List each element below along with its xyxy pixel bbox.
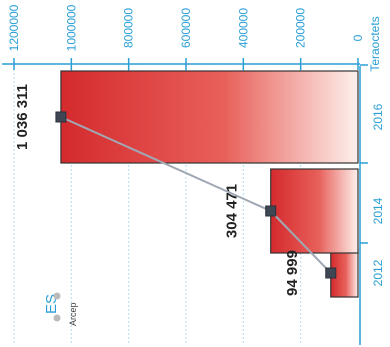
- legend-item-arcep: Arcep: [68, 302, 78, 326]
- bar-2014: [271, 169, 358, 253]
- legend-dot-2: [54, 315, 61, 322]
- category-label-2016: 2016: [371, 103, 385, 130]
- axis-tick-label: 1000000: [64, 4, 78, 51]
- category-label-2014: 2014: [371, 197, 385, 224]
- legend-dot-1: [54, 293, 61, 300]
- unit-label: Teraoctets: [368, 16, 382, 71]
- data-label-2014: 304 471: [224, 184, 241, 238]
- marker-2016: [56, 112, 66, 122]
- axis-tick-label: 400000: [236, 8, 250, 48]
- bar-2016: [61, 71, 358, 163]
- marker-2014: [266, 206, 276, 216]
- marker-2012: [326, 268, 336, 278]
- legend: ES Arcep: [43, 293, 78, 327]
- value-axis: 0 200000 400000 600000 800000 1000000 1200000: [2, 4, 365, 70]
- data-label-2016: 1 036 311: [14, 84, 31, 150]
- category-label-2012: 2012: [371, 259, 385, 286]
- axis-tick-label: 600000: [179, 8, 193, 48]
- axis-tick-label: 200000: [294, 8, 308, 48]
- axis-tick-label: 0: [351, 34, 365, 41]
- category-axis: 2012 2014 2016: [360, 65, 385, 345]
- data-label-2012: 94 999: [284, 250, 301, 296]
- axis-tick-label: 800000: [122, 8, 136, 48]
- axis-tick-label: 1200000: [7, 4, 21, 51]
